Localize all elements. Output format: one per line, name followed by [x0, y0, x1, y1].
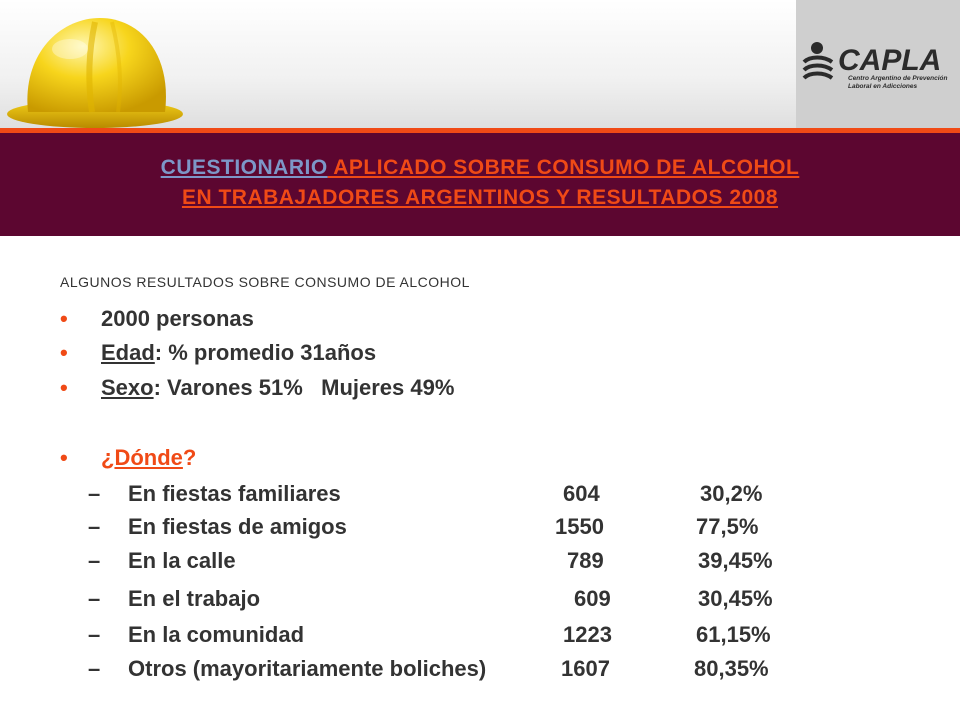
row-label: En fiestas familiares: [128, 481, 341, 506]
row-dash: –: [88, 548, 101, 573]
bullet-text: ¿Dónde?: [101, 445, 196, 471]
row-label: En el trabajo: [128, 586, 261, 611]
page-title: CUESTIONARIO APLICADO SOBRE CONSUMO DE A…: [0, 153, 960, 213]
row-count: 1223: [563, 622, 612, 647]
row-label: En la comunidad: [128, 622, 305, 647]
title-link-cuestionario[interactable]: CUESTIONARIO: [160, 156, 328, 179]
title-link-line1[interactable]: APLICADO SOBRE CONSUMO DE ALCOHOL: [327, 156, 800, 179]
table-row: – En fiestas familiares 604 30,2%: [88, 481, 808, 509]
row-dash: –: [88, 481, 101, 506]
row-count: 1607: [561, 656, 610, 681]
row-dash: –: [88, 586, 101, 611]
row-count: 609: [574, 586, 611, 611]
table-row: – En fiestas de amigos 1550 77,5%: [88, 514, 808, 542]
bullet-dot-icon: •: [60, 340, 68, 365]
bullet-text: Edad: % promedio 31años: [101, 340, 376, 366]
row-dash: –: [88, 514, 101, 539]
sexo-value: : Varones 51% Mujeres 49%: [153, 375, 455, 400]
row-count: 789: [567, 548, 604, 573]
row-percent: 30,45%: [698, 586, 773, 611]
bullet-dot-icon: •: [60, 375, 68, 400]
title-link-line2[interactable]: EN TRABAJADORES ARGENTINOS Y RESULTADOS …: [181, 186, 779, 209]
table-row: – En la calle 789 39,45%: [88, 548, 808, 576]
row-label: En fiestas de amigos: [128, 514, 347, 539]
logo-tagline-2: Laboral en Adicciones: [848, 83, 917, 90]
donde-suffix: ?: [182, 445, 197, 470]
bullet-dot-icon: •: [60, 306, 68, 331]
section-subtitle: ALGUNOS RESULTADOS SOBRE CONSUMO DE ALCO…: [60, 274, 470, 290]
sexo-link[interactable]: Sexo: [101, 375, 154, 400]
row-percent: 30,2%: [700, 481, 763, 506]
logo-name: CAPLA: [838, 44, 941, 77]
edad-value: : % promedio 31años: [154, 340, 377, 365]
row-percent: 80,35%: [694, 656, 769, 681]
orange-divider: [0, 128, 960, 133]
donde-link[interactable]: Dónde: [114, 445, 183, 470]
row-dash: –: [88, 656, 101, 681]
table-row: – Otros (mayoritariamente boliches) 1607…: [88, 656, 808, 684]
bullet-dot-icon: •: [60, 445, 68, 470]
row-label: En la calle: [128, 548, 236, 573]
logo-tagline-1: Centro Argentino de Prevención: [848, 75, 947, 82]
table-row: – En la comunidad 1223 61,15%: [88, 622, 808, 650]
table-row-highlight: – En el trabajo 609 30,45%: [88, 586, 808, 614]
edad-link[interactable]: Edad: [101, 340, 155, 365]
row-count: 604: [563, 481, 600, 506]
row-label: Otros (mayoritariamente boliches): [128, 656, 487, 681]
row-percent: 61,15%: [696, 622, 771, 647]
row-count: 1550: [555, 514, 604, 539]
row-percent: 77,5%: [696, 514, 759, 539]
hard-hat-icon: [7, 18, 183, 128]
bullet-text: 2000 personas: [101, 306, 254, 331]
capla-logo: CAPLA Centro Argentino de Prevención Lab…: [802, 42, 947, 90]
bullet-text: Sexo: Varones 51% Mujeres 49%: [101, 375, 454, 401]
title-band: [0, 133, 960, 236]
donde-prefix: ¿: [101, 445, 115, 470]
row-dash: –: [88, 622, 101, 647]
row-percent: 39,45%: [698, 548, 773, 573]
